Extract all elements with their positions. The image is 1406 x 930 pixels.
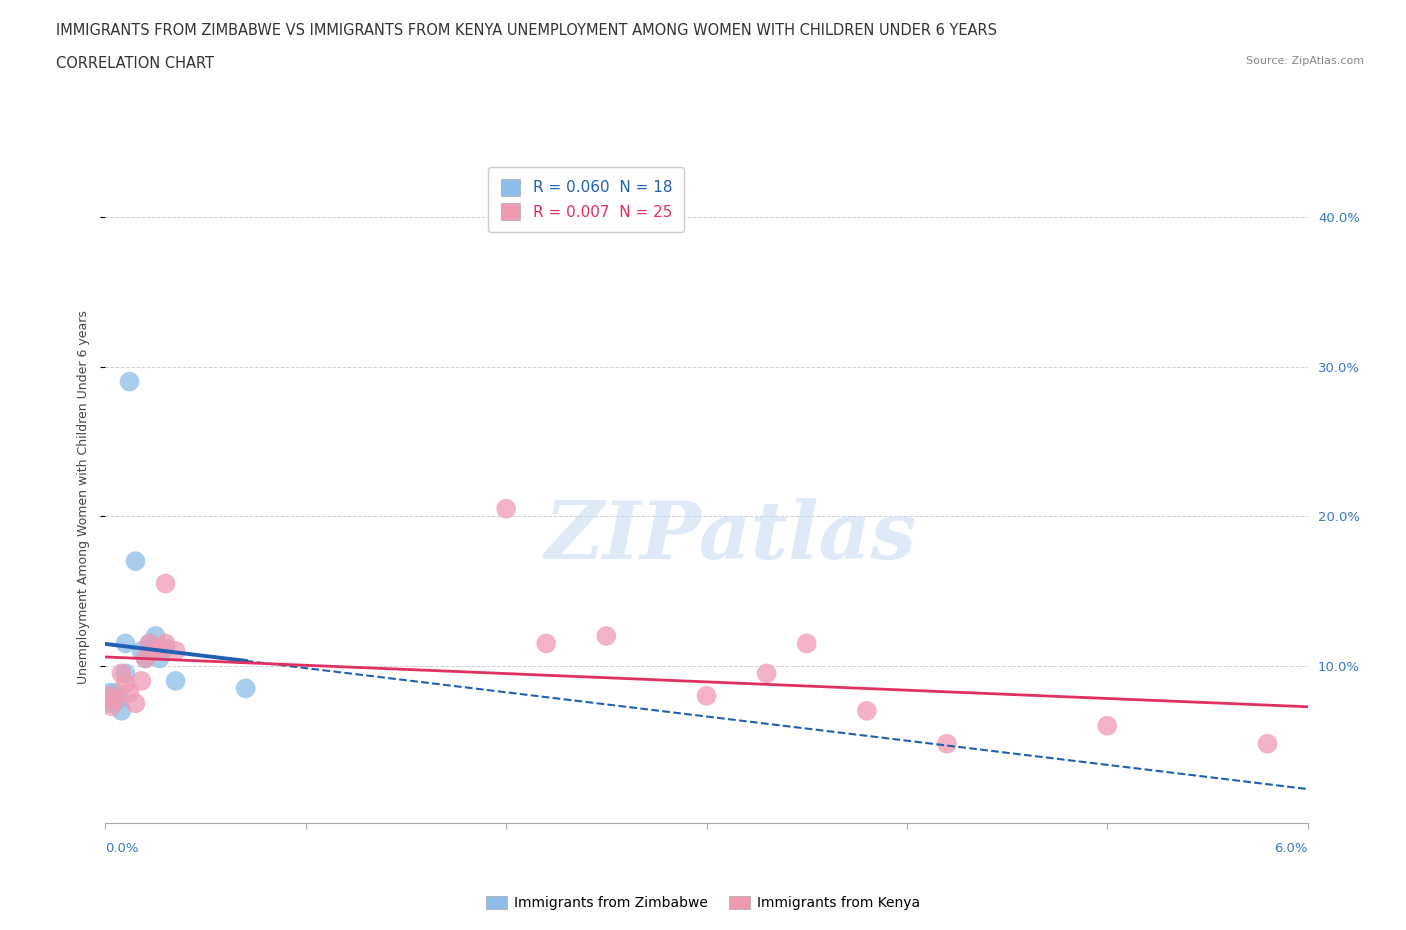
Point [104,691,127,706]
Point [165,673,187,688]
Point [131,644,153,658]
Point [696,688,718,703]
Legend: Immigrants from Zimbabwe, Immigrants from Kenya: Immigrants from Zimbabwe, Immigrants fro… [481,891,925,916]
Point [145,644,167,658]
Point [165,644,187,658]
Point [124,553,146,568]
Point [118,685,141,700]
Point [131,673,153,688]
Point [936,737,959,751]
Text: ZIPatlas: ZIPatlas [544,498,917,576]
Point [1257,737,1279,751]
Point [796,636,818,651]
Text: Source: ZipAtlas.com: Source: ZipAtlas.com [1246,56,1364,66]
Point [155,641,177,656]
Point [100,698,122,713]
Point [155,636,177,651]
Point [534,636,557,651]
Point [110,703,132,718]
Text: CORRELATION CHART: CORRELATION CHART [56,56,214,71]
Point [138,636,160,651]
Point [148,651,170,666]
Text: 0.0%: 0.0% [105,842,139,855]
Point [235,681,257,696]
Y-axis label: Unemployment Among Women with Children Under 6 years: Unemployment Among Women with Children U… [77,311,90,684]
Point [100,696,122,711]
Point [1097,718,1119,733]
Point [114,676,136,691]
Point [155,577,177,591]
Point [495,501,517,516]
Point [110,666,132,681]
Legend: R = 0.060  N = 18, R = 0.007  N = 25: R = 0.060 N = 18, R = 0.007 N = 25 [488,166,685,232]
Point [138,636,160,651]
Point [118,374,141,389]
Point [141,644,163,658]
Text: IMMIGRANTS FROM ZIMBABWE VS IMMIGRANTS FROM KENYA UNEMPLOYMENT AMONG WOMEN WITH : IMMIGRANTS FROM ZIMBABWE VS IMMIGRANTS F… [56,23,997,38]
Point [114,636,136,651]
Point [855,703,877,718]
Point [98,685,121,700]
Point [124,696,146,711]
Point [104,685,127,700]
Point [145,629,167,644]
Point [595,629,617,644]
Text: 6.0%: 6.0% [1274,842,1308,855]
Point [135,651,157,666]
Point [150,641,173,656]
Point [135,651,157,666]
Point [755,666,778,681]
Point [114,666,136,681]
Point [98,688,121,703]
Point [108,691,131,706]
